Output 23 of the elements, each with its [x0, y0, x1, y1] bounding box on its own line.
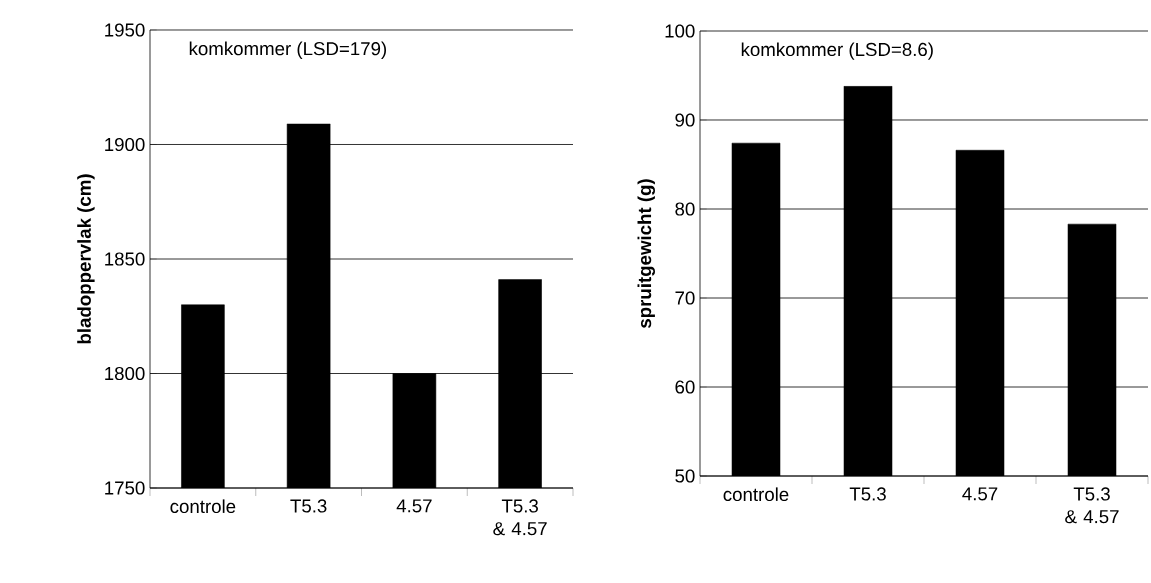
y-tick-label: 50 [675, 469, 695, 483]
annotation: komkommer (LSD=8.6) [741, 42, 933, 60]
y-tick-label: 90 [675, 113, 695, 127]
x-tick-label: T5.3 & 4.57 [1065, 487, 1119, 524]
x-tick-label: 4.57 [396, 499, 432, 513]
y-tick-label: 1750 [105, 481, 145, 495]
x-tick-label: 4.57 [962, 487, 998, 501]
y-tick-label: 1850 [105, 252, 145, 266]
y-axis-title: spruitgewicht (g) [637, 179, 655, 329]
y-tick-label: 1950 [105, 23, 145, 37]
x-tick-label: T5.3 [849, 487, 886, 501]
x-tick-label: T5.3 [290, 499, 327, 513]
annotation: komkommer (LSD=179) [189, 41, 387, 59]
y-tick-label: 70 [675, 291, 695, 305]
y-tick-label: 1900 [105, 137, 145, 152]
y-tick-label: 1800 [105, 366, 145, 381]
y-tick-label: 80 [675, 202, 695, 216]
y-tick-label: 60 [675, 380, 695, 394]
x-tick-label: T5.3 & 4.57 [493, 499, 547, 536]
y-axis-title: bladoppervlak (cm) [77, 174, 95, 344]
x-tick-label: controle [723, 487, 789, 502]
y-tick-label: 100 [665, 24, 695, 38]
x-tick-label: controle [170, 499, 236, 514]
